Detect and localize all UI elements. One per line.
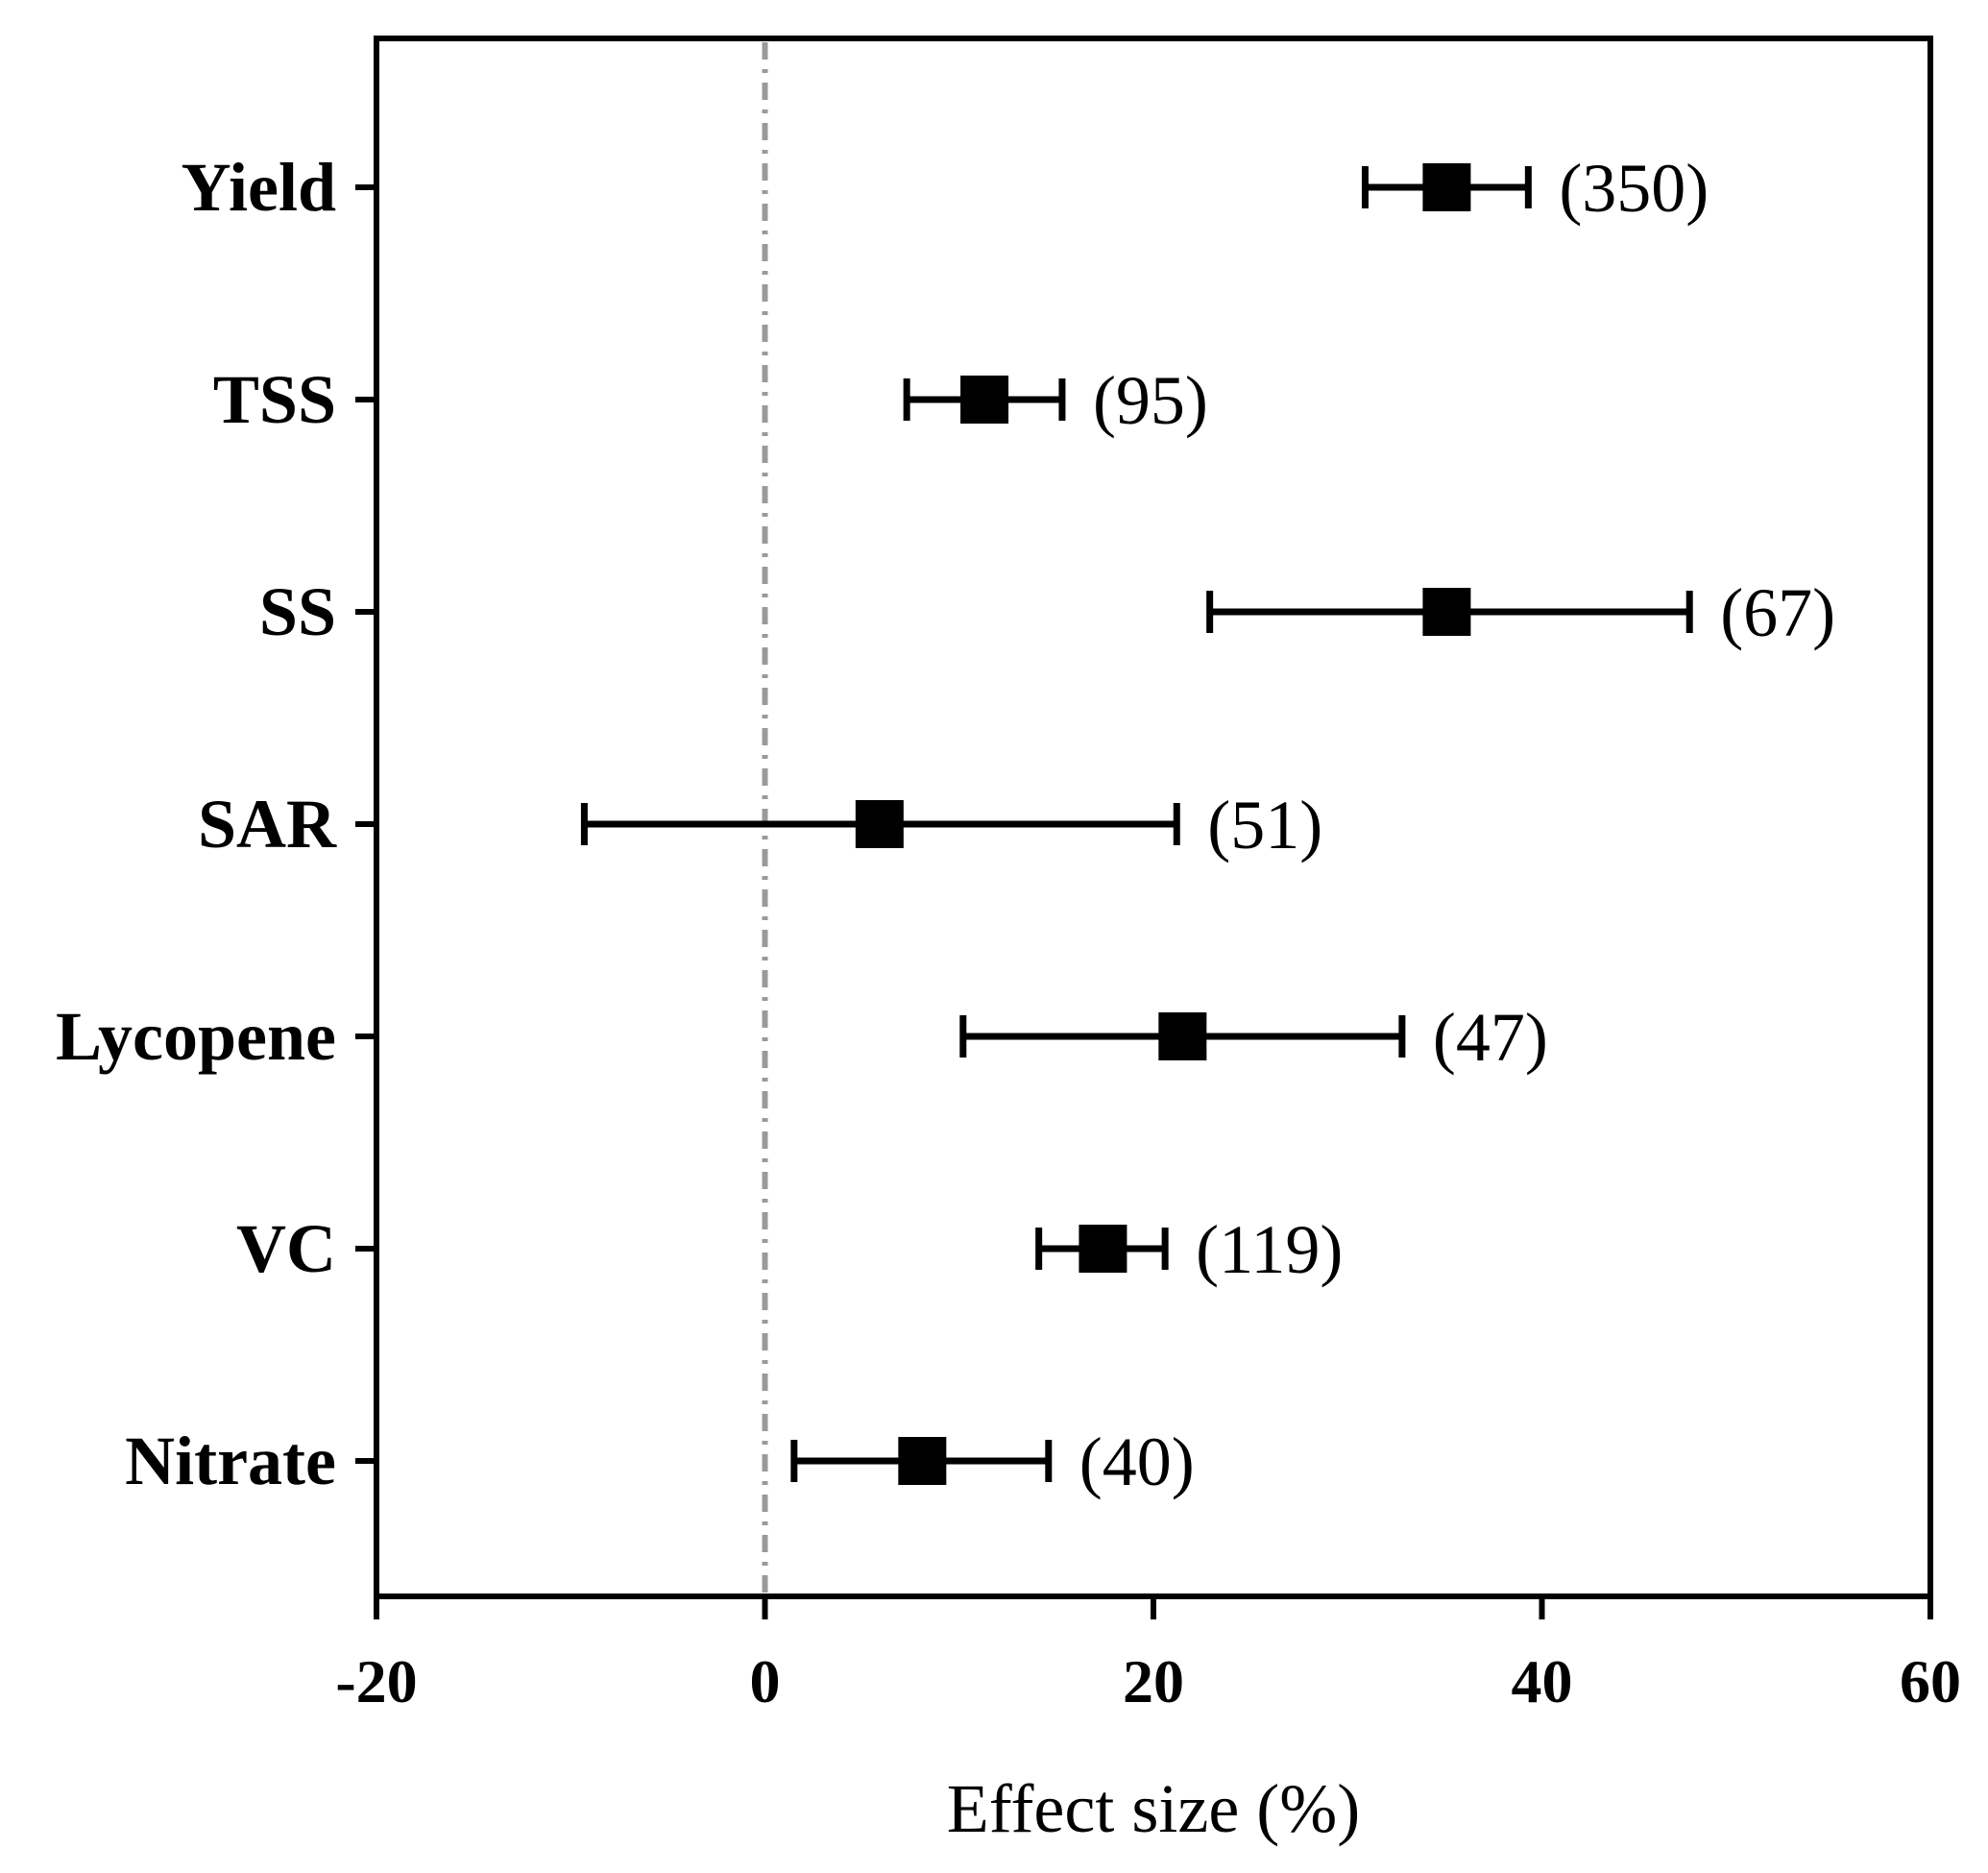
effect-marker bbox=[1079, 1225, 1127, 1273]
category-label: SS bbox=[259, 573, 336, 650]
sample-size-label: (119) bbox=[1196, 1211, 1343, 1288]
x-tick-label: 0 bbox=[750, 1647, 781, 1715]
effect-marker bbox=[960, 376, 1009, 424]
effect-marker bbox=[855, 800, 904, 848]
effect-marker bbox=[898, 1437, 947, 1485]
category-label: Lycopene bbox=[56, 998, 336, 1075]
effect-marker bbox=[1422, 163, 1471, 211]
effect-marker bbox=[1158, 1012, 1207, 1060]
category-label: Nitrate bbox=[125, 1423, 336, 1499]
x-tick-label: 20 bbox=[1123, 1647, 1184, 1715]
effect-marker bbox=[1422, 588, 1471, 636]
x-tick-label: 40 bbox=[1512, 1647, 1573, 1715]
sample-size-label: (67) bbox=[1720, 574, 1835, 651]
data-row: SS (67) bbox=[259, 573, 1835, 651]
x-axis-title: Effect size (%) bbox=[947, 1770, 1360, 1847]
sample-size-label: (350) bbox=[1559, 150, 1709, 227]
sample-size-label: (47) bbox=[1433, 999, 1548, 1076]
data-row: SAR (51) bbox=[198, 786, 1322, 864]
sample-size-label: (51) bbox=[1207, 787, 1322, 864]
category-label: TSS bbox=[213, 361, 336, 438]
sample-size-label: (95) bbox=[1093, 362, 1208, 439]
x-tick-label: 60 bbox=[1900, 1647, 1961, 1715]
data-row: Nitrate (40) bbox=[125, 1423, 1195, 1500]
data-row: TSS (95) bbox=[213, 361, 1208, 439]
category-label: SAR bbox=[198, 786, 337, 863]
x-tick-label: -20 bbox=[335, 1647, 417, 1715]
category-label: Yield bbox=[182, 149, 336, 226]
sample-size-label: (40) bbox=[1079, 1423, 1195, 1500]
plot-frame bbox=[374, 36, 1933, 1599]
data-row: VC (119) bbox=[236, 1210, 1343, 1288]
data-row: Yield (350) bbox=[182, 149, 1709, 227]
data-row: Lycopene (47) bbox=[56, 998, 1548, 1076]
category-label: VC bbox=[236, 1210, 336, 1287]
